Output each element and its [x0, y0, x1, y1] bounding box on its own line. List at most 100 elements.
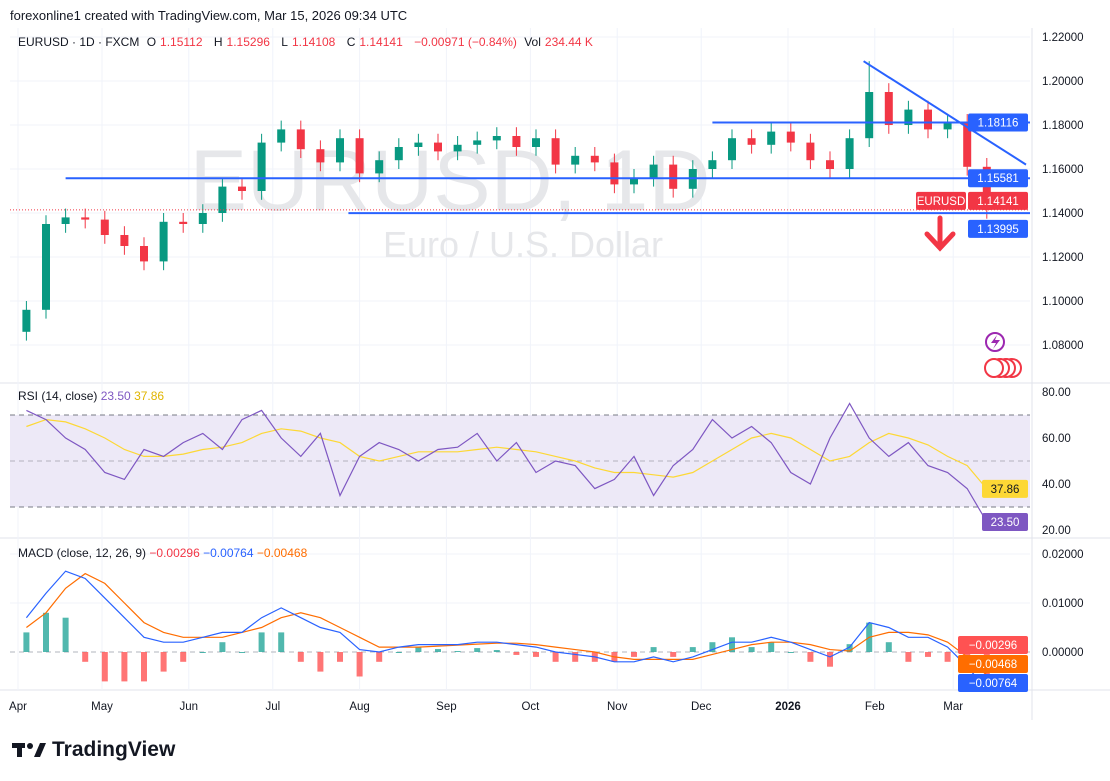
macd-signal-value: −0.00468: [256, 546, 308, 560]
candle: [630, 169, 638, 194]
watermark-description: Euro / U.S. Dollar: [383, 224, 663, 265]
candle-body: [100, 219, 109, 235]
macd-histogram-bar: [631, 652, 637, 657]
macd-histogram-bar: [513, 652, 520, 655]
candle: [943, 114, 952, 139]
price-tick-label: 1.20000: [1042, 76, 1084, 88]
last-price-tag: [968, 191, 1028, 210]
candle-body: [630, 177, 638, 185]
candle: [669, 155, 678, 198]
macd-histogram-bar: [493, 650, 500, 652]
candle: [708, 151, 717, 178]
macd-histogram-bar: [827, 652, 833, 667]
candle-body: [198, 213, 207, 224]
candle: [81, 208, 90, 229]
candle: [218, 177, 227, 222]
candle-body: [786, 131, 795, 143]
candle: [42, 215, 50, 319]
symbol-label[interactable]: EURUSD · 1D · FXCM: [18, 35, 140, 49]
macd-histogram-bar: [101, 652, 108, 682]
candle-body: [336, 138, 344, 163]
candle-body: [140, 246, 148, 262]
price-tick-label: 1.22000: [1042, 32, 1084, 44]
time-tick-label: Feb: [865, 701, 885, 713]
candle: [865, 61, 874, 147]
candle: [140, 237, 148, 271]
candle: [277, 120, 286, 152]
candle: [61, 208, 70, 233]
rsi-tag: [982, 512, 1028, 531]
price-tick-label: 1.08000: [1042, 340, 1084, 352]
macd-histogram-bar: [944, 652, 951, 662]
candle-body: [375, 160, 384, 174]
macd-tick-label: 0.01000: [1042, 598, 1084, 610]
eu-us-flag-icon: [984, 358, 1004, 378]
candle: [414, 133, 423, 156]
macd-histogram-bar: [689, 647, 696, 652]
macd-histogram-bar: [199, 652, 206, 653]
candle-body: [120, 235, 129, 246]
candle: [375, 151, 384, 183]
macd-histogram-bar: [376, 652, 383, 662]
candle-body: [492, 136, 501, 141]
macd-tag: [958, 674, 1028, 692]
rsi-tick-label: 20.00: [1042, 525, 1071, 537]
candle-body: [218, 186, 227, 213]
candle: [532, 129, 540, 156]
time-tick-label: Aug: [349, 701, 369, 713]
candle-body: [669, 164, 678, 189]
macd-title[interactable]: MACD (close, 12, 26, 9): [18, 546, 147, 560]
candle-body: [982, 166, 991, 210]
macd-tick-label: 0.00000: [1042, 647, 1084, 659]
candle-body: [179, 221, 188, 224]
symbol-tag-label: EURUSD: [917, 196, 966, 208]
macd-tag-label: −0.00468: [969, 659, 1017, 671]
rsi-title[interactable]: RSI (14, close): [18, 389, 98, 403]
candle: [159, 213, 168, 271]
level-price-tag-label: 1.18116: [978, 117, 1019, 129]
close-value: 1.14141: [359, 35, 403, 49]
macd-histogram-bar: [337, 652, 343, 662]
level-price-tag: [968, 219, 1028, 238]
price-tick-label: 1.16000: [1042, 164, 1084, 176]
candle-body: [81, 217, 90, 220]
tradingview-logo-icon: [12, 743, 46, 757]
macd-histogram-bar: [23, 632, 30, 652]
macd-histogram-bar: [62, 617, 69, 652]
candle: [179, 213, 188, 233]
macd-histogram-bar: [670, 652, 677, 657]
rsi-line: [26, 402, 988, 523]
candle-body: [42, 224, 50, 310]
macd-histogram-bar: [278, 632, 285, 652]
change-value: −0.00971 (−0.84%): [414, 35, 517, 49]
time-tick-label: Nov: [607, 701, 628, 713]
macd-histogram-bar: [885, 642, 892, 652]
rsi-ma-tag-label: 37.86: [991, 484, 1020, 496]
candle-body: [747, 138, 756, 145]
candle: [845, 129, 854, 178]
candle-body: [159, 221, 168, 262]
candle: [394, 138, 403, 169]
rsi-tick-label: 40.00: [1042, 479, 1071, 491]
candle: [296, 120, 305, 158]
close-label: C: [346, 35, 356, 49]
symbol-tag: [916, 191, 966, 210]
candle: [198, 204, 207, 233]
macd-histogram-bar: [650, 647, 657, 652]
tradingview-logo[interactable]: TradingView: [12, 738, 175, 762]
macd-histogram-bar: [317, 652, 324, 672]
macd-tag-label: −0.00296: [969, 640, 1017, 652]
rsi-ma-value: 37.86: [134, 389, 165, 403]
macd-histogram-bar: [82, 652, 89, 662]
candle: [571, 147, 580, 174]
candle-body: [532, 138, 540, 147]
candle: [434, 133, 442, 161]
candle-body: [845, 138, 854, 169]
macd-histogram-bar: [239, 652, 245, 653]
candle: [963, 114, 972, 176]
macd-histogram-bar: [180, 652, 187, 662]
volume-label: Vol: [524, 35, 541, 49]
candle-body: [590, 155, 599, 163]
rsi-tag-label: 23.50: [991, 517, 1020, 529]
